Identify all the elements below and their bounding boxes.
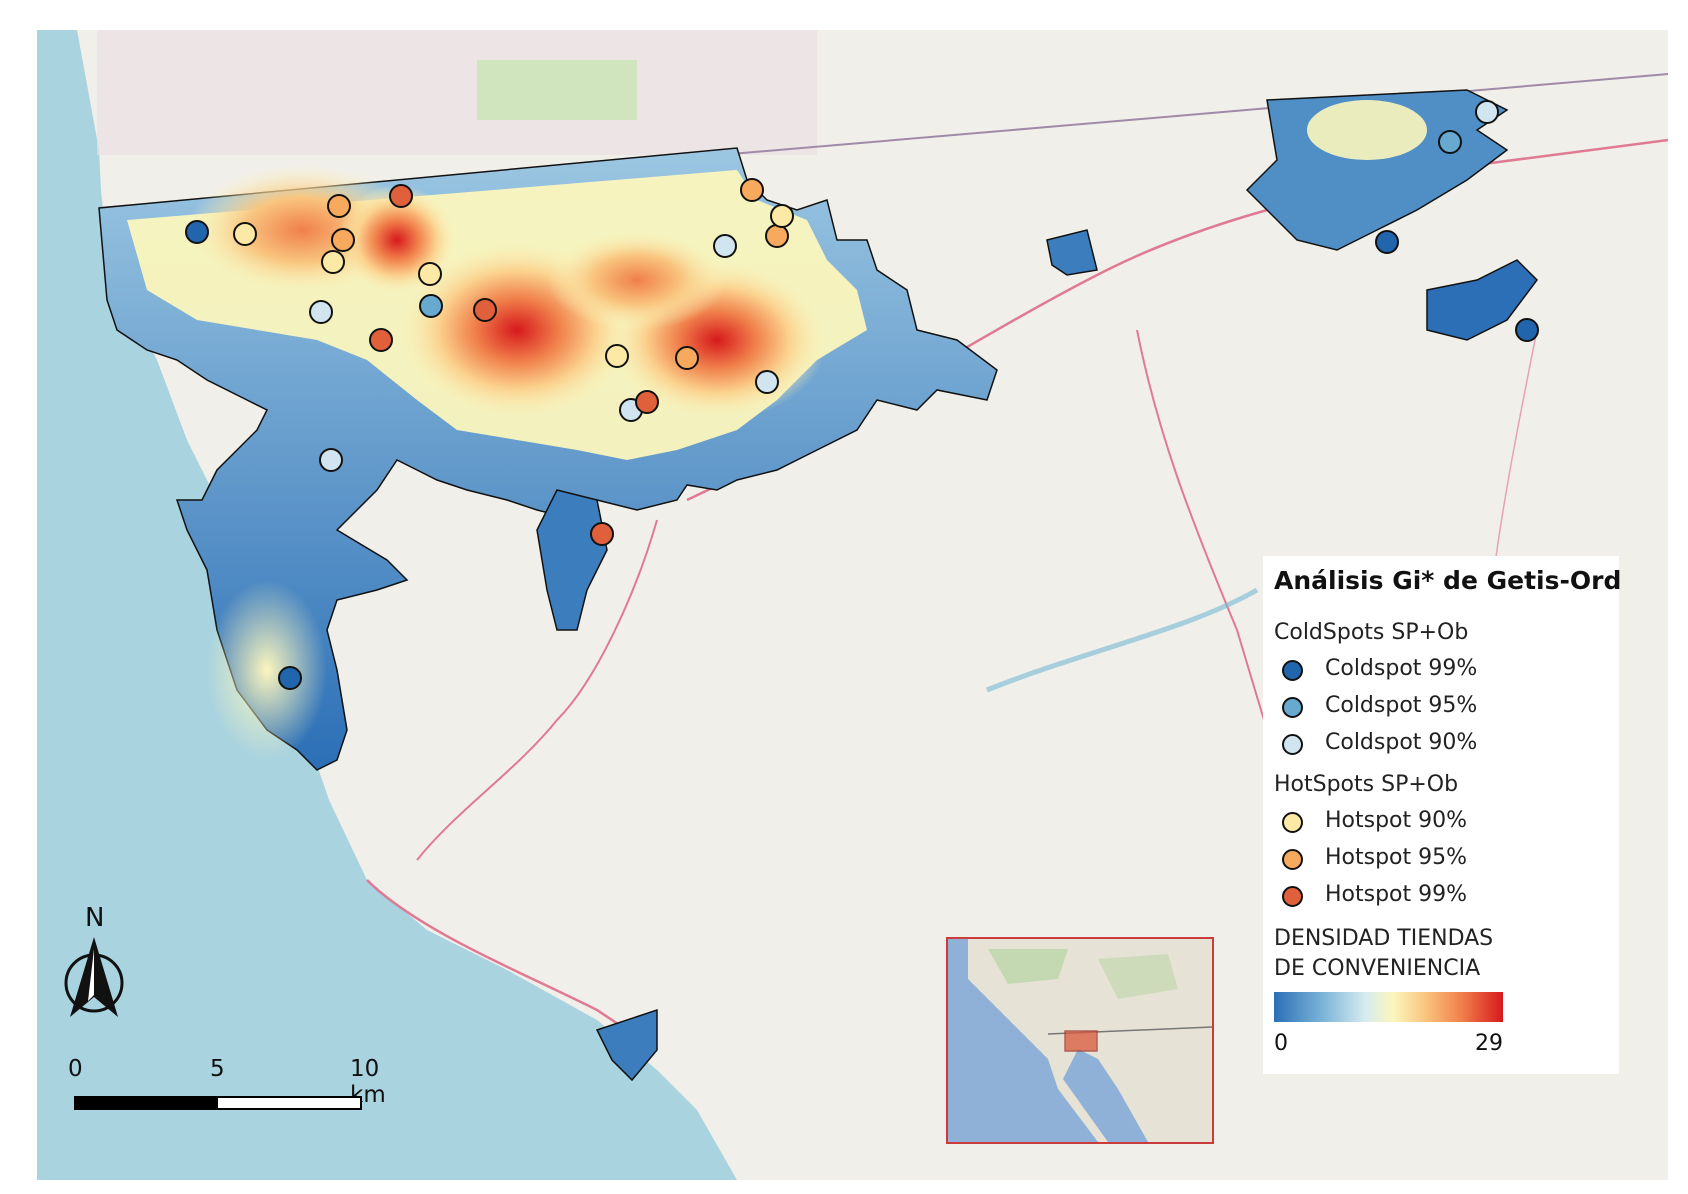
coldspot-point bbox=[755, 370, 779, 394]
coldspot-point bbox=[319, 448, 343, 472]
hotspot-99-symbol bbox=[1282, 886, 1303, 907]
hotspot-point bbox=[389, 184, 413, 208]
legend-label: Hotspot 95% bbox=[1325, 845, 1468, 870]
legend-item-coldspot-95: Coldspot 95% bbox=[1274, 693, 1604, 723]
hotspot-point bbox=[765, 224, 789, 248]
coldspot-point bbox=[1515, 318, 1539, 342]
hotspot-95-symbol bbox=[1282, 849, 1303, 870]
hotspot-point bbox=[605, 344, 629, 368]
legend-label: Hotspot 90% bbox=[1325, 808, 1468, 833]
hotspot-point bbox=[590, 522, 614, 546]
map-legend: Análisis Gi* de Getis-Ord ColdSpots SP+O… bbox=[1263, 556, 1622, 1074]
legend-item-hotspot-95: Hotspot 95% bbox=[1274, 845, 1604, 875]
highway-road bbox=[366, 879, 658, 1052]
scale-tick: 10 km bbox=[350, 1056, 386, 1108]
urban-area bbox=[97, 30, 817, 155]
hotspot-point bbox=[321, 250, 345, 274]
inset-map-graphic bbox=[948, 939, 1212, 1142]
scale-bar: 0 5 10 km bbox=[68, 1056, 386, 1116]
density-color-ramp bbox=[1274, 992, 1503, 1022]
inset-locator-map bbox=[946, 937, 1214, 1144]
hotspot-point bbox=[770, 204, 794, 228]
hotspot-point bbox=[418, 262, 442, 286]
coldspot-point bbox=[1475, 100, 1499, 124]
hotspot-point bbox=[675, 346, 699, 370]
river bbox=[986, 587, 1259, 693]
north-arrow: N bbox=[58, 903, 130, 1023]
hotspot-point bbox=[331, 228, 355, 252]
north-label: N bbox=[85, 903, 105, 933]
hotspot-point bbox=[473, 298, 497, 322]
coldspot-point bbox=[278, 666, 302, 690]
density-blob bbox=[547, 230, 727, 330]
hotspot-point bbox=[740, 178, 764, 202]
road bbox=[1136, 329, 1268, 731]
density-title-line2: DE CONVENIENCIA bbox=[1274, 956, 1481, 981]
coldspot-point bbox=[309, 300, 333, 324]
density-zone-east bbox=[1046, 229, 1098, 276]
density-title-line1: DENSIDAD TIENDAS bbox=[1274, 926, 1494, 951]
north-arrow-icon bbox=[64, 937, 124, 1017]
legend-label: Coldspot 99% bbox=[1325, 656, 1478, 681]
coldspot-99-symbol bbox=[1282, 660, 1303, 681]
park-area bbox=[477, 60, 637, 120]
legend-label: Coldspot 95% bbox=[1325, 693, 1478, 718]
density-max-label: 29 bbox=[1475, 1031, 1503, 1056]
coldspots-heading: ColdSpots SP+Ob bbox=[1274, 620, 1469, 645]
legend-item-hotspot-90: Hotspot 90% bbox=[1274, 808, 1604, 838]
scale-bar-graphic bbox=[74, 1096, 362, 1110]
legend-label: Hotspot 99% bbox=[1325, 882, 1468, 907]
coldspot-95-symbol bbox=[1282, 697, 1303, 718]
density-blob bbox=[1307, 100, 1427, 160]
coldspot-point bbox=[1438, 130, 1462, 154]
legend-label: Coldspot 90% bbox=[1325, 730, 1478, 755]
density-min-label: 0 bbox=[1274, 1031, 1288, 1056]
density-zone-east bbox=[1426, 259, 1538, 341]
coldspot-point bbox=[1375, 230, 1399, 254]
hotspot-point bbox=[635, 390, 659, 414]
ocean-area bbox=[37, 30, 737, 1180]
hotspot-point bbox=[327, 194, 351, 218]
legend-item-coldspot-90: Coldspot 90% bbox=[1274, 730, 1604, 760]
density-zone-south bbox=[536, 489, 608, 631]
density-blob bbox=[207, 580, 327, 760]
hotspot-90-symbol bbox=[1282, 812, 1303, 833]
legend-item-coldspot-99: Coldspot 99% bbox=[1274, 656, 1604, 686]
hotspots-heading: HotSpots SP+Ob bbox=[1274, 772, 1459, 797]
hotspot-point bbox=[369, 328, 393, 352]
coldspot-point bbox=[185, 220, 209, 244]
legend-item-hotspot-99: Hotspot 99% bbox=[1274, 882, 1604, 912]
coldspot-90-symbol bbox=[1282, 734, 1303, 755]
density-zone-south bbox=[595, 1008, 658, 1082]
coldspot-point bbox=[419, 294, 443, 318]
road bbox=[416, 519, 658, 861]
inset-study-area bbox=[1064, 1030, 1098, 1052]
hotspot-point bbox=[233, 222, 257, 246]
scale-tick: 0 bbox=[68, 1056, 83, 1082]
scale-tick: 5 bbox=[210, 1056, 225, 1082]
coldspot-point bbox=[713, 234, 737, 258]
legend-title: Análisis Gi* de Getis-Ord bbox=[1274, 566, 1622, 595]
